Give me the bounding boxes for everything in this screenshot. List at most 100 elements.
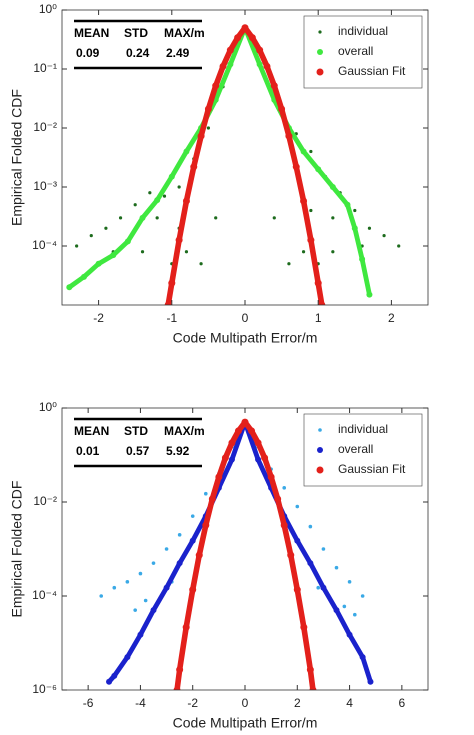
- stats-header: MEAN: [74, 26, 109, 40]
- y-tick-label: 10⁰: [39, 2, 57, 16]
- data-point: [206, 126, 210, 130]
- stats-value: 0.57: [126, 444, 150, 458]
- stats-value: 0.09: [76, 46, 100, 60]
- x-tick-label: -6: [83, 696, 94, 710]
- data-point: [359, 654, 366, 661]
- data-point: [382, 234, 386, 238]
- data-point: [124, 654, 131, 661]
- stats-value: 0.24: [126, 46, 150, 60]
- data-point: [307, 236, 315, 244]
- data-point: [204, 105, 212, 113]
- x-tick-label: -2: [187, 696, 198, 710]
- legend-label: individual: [338, 422, 388, 436]
- data-point: [294, 537, 301, 544]
- data-point: [162, 194, 167, 198]
- legend-marker: [316, 466, 324, 474]
- data-point: [182, 623, 190, 631]
- data-point: [203, 491, 208, 496]
- data-point: [80, 273, 87, 280]
- data-point: [208, 495, 216, 503]
- x-tick-label: 2: [388, 311, 395, 325]
- stats-header: MAX/m: [164, 424, 205, 438]
- data-point: [321, 547, 326, 551]
- data-point: [111, 672, 118, 679]
- data-point: [183, 148, 190, 155]
- data-point: [274, 495, 282, 503]
- data-point: [150, 607, 157, 614]
- legend-marker: [317, 447, 323, 453]
- data-point: [124, 238, 131, 245]
- data-point: [202, 521, 210, 529]
- y-tick-label: 10⁻¹: [33, 61, 57, 75]
- data-point: [125, 580, 130, 584]
- data-point: [307, 560, 314, 567]
- y-tick-label: 10⁻²: [33, 120, 57, 134]
- data-point: [112, 585, 117, 590]
- x-axis-label: Code Multipath Error/m: [173, 330, 318, 346]
- data-point: [234, 34, 242, 42]
- y-tick-label: 10⁻⁶: [32, 682, 57, 696]
- data-point: [190, 514, 195, 518]
- data-point: [143, 598, 148, 603]
- data-point: [301, 250, 306, 254]
- data-point: [139, 214, 146, 221]
- x-axis-label: Code Multipath Error/m: [173, 715, 318, 731]
- stats-header: STD: [124, 26, 148, 40]
- data-point: [189, 586, 197, 594]
- series-line: [107, 419, 373, 684]
- data-point: [137, 631, 144, 638]
- data-point: [367, 226, 372, 230]
- data-point: [118, 216, 123, 220]
- stats-header: STD: [124, 424, 148, 438]
- y-tick-label: 10⁻²: [33, 494, 57, 508]
- data-point: [314, 279, 322, 287]
- data-point: [168, 279, 176, 287]
- data-point: [133, 608, 137, 612]
- legend-box: [303, 15, 423, 89]
- plot: -2 -1 0 1 2 10⁰ 10⁻¹ 10⁻² 10⁻³ 10⁻⁴ Code Multipath…: [9, 2, 429, 346]
- data-point: [248, 34, 256, 42]
- data-point: [293, 586, 301, 594]
- data-point: [189, 537, 196, 544]
- data-point: [316, 585, 321, 590]
- data-point: [227, 61, 234, 68]
- stats-header: MAX/m: [164, 26, 205, 40]
- data-point: [173, 686, 181, 690]
- data-point: [241, 418, 249, 426]
- data-point: [140, 250, 145, 254]
- data-point: [175, 236, 183, 244]
- data-point: [177, 185, 181, 189]
- plot: -6 -4 -2 0 2 4 6 10⁰ 10⁻² 10⁻⁴ 10⁻⁶ Code Multipath …: [9, 400, 429, 731]
- x-tick-label: 2: [294, 696, 301, 710]
- data-point: [263, 62, 271, 70]
- data-point: [346, 631, 353, 638]
- data-point: [306, 666, 314, 674]
- data-point: [99, 594, 104, 598]
- data-point: [256, 61, 263, 68]
- data-point: [295, 504, 300, 509]
- marks: [66, 24, 401, 305]
- data-point: [184, 250, 189, 254]
- data-point: [215, 473, 223, 481]
- data-point: [367, 678, 374, 685]
- data-point: [300, 197, 308, 205]
- data-point: [280, 521, 288, 529]
- data-point: [154, 197, 161, 204]
- data-point: [344, 201, 351, 208]
- data-point: [106, 678, 113, 685]
- data-point: [347, 580, 352, 584]
- data-point: [221, 454, 229, 462]
- data-point: [190, 163, 198, 171]
- data-point: [329, 184, 336, 190]
- x-tick-label: 0: [242, 311, 249, 325]
- stats-value: 5.92: [166, 444, 190, 458]
- data-point: [331, 250, 335, 254]
- data-point: [255, 456, 262, 463]
- data-point: [214, 216, 218, 220]
- data-point: [228, 456, 235, 463]
- x-tick-label: 6: [399, 696, 406, 710]
- x-tick-label: 4: [346, 696, 353, 710]
- data-point: [353, 612, 357, 617]
- data-point: [151, 561, 156, 565]
- stats-value: 0.01: [76, 444, 100, 458]
